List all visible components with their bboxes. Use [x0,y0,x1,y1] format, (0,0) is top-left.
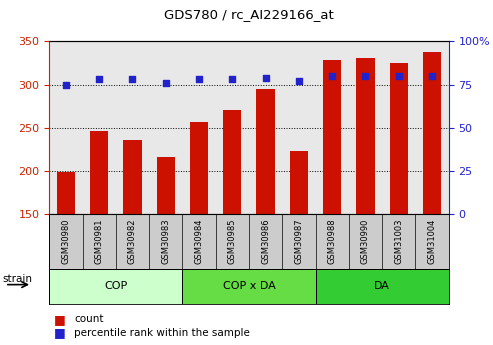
Text: COP x DA: COP x DA [223,282,275,291]
Text: GSM30982: GSM30982 [128,219,137,264]
Text: strain: strain [2,274,33,284]
Point [162,80,170,86]
Point [328,73,336,79]
Bar [423,52,441,214]
Text: count: count [74,314,104,324]
Bar [223,110,242,214]
Bar [157,157,175,214]
Text: GDS780 / rc_AI229166_at: GDS780 / rc_AI229166_at [164,8,334,21]
Text: GSM30987: GSM30987 [294,219,303,264]
Text: percentile rank within the sample: percentile rank within the sample [74,328,250,338]
Text: GSM30981: GSM30981 [95,219,104,264]
Text: GSM30985: GSM30985 [228,219,237,264]
Bar [57,171,75,214]
Point [295,78,303,84]
Point [129,77,137,82]
Bar [389,63,408,214]
Bar [290,151,308,214]
Point [262,75,270,80]
Point [428,73,436,79]
Text: GSM30988: GSM30988 [328,219,337,264]
Text: DA: DA [374,282,390,291]
Text: ■: ■ [54,326,66,339]
Text: GSM30983: GSM30983 [161,219,170,264]
Point [395,73,403,79]
Point [62,82,70,87]
Bar [182,269,316,304]
Bar [316,269,449,304]
Bar [190,121,208,214]
Point [195,77,203,82]
Text: COP: COP [104,282,128,291]
Text: ■: ■ [54,313,66,326]
Bar [123,140,141,214]
Bar [323,60,341,214]
Bar [49,269,182,304]
Bar [256,89,275,214]
Text: GSM31004: GSM31004 [427,219,436,264]
Text: GSM30980: GSM30980 [62,219,70,264]
Bar [90,131,108,214]
Bar [356,58,375,214]
Text: GSM31003: GSM31003 [394,219,403,264]
Point [361,73,369,79]
Point [228,77,236,82]
Text: GSM30986: GSM30986 [261,219,270,264]
Text: GSM30984: GSM30984 [195,219,204,264]
Point [95,77,103,82]
Text: GSM30990: GSM30990 [361,219,370,264]
